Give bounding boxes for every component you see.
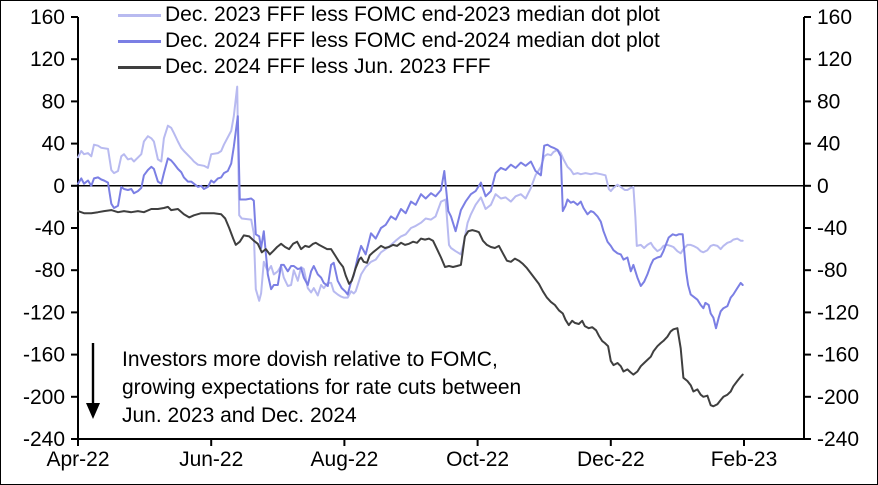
annotation-line: Jun. 2023 and Dec. 2024: [122, 404, 357, 427]
legend-line-swatch: [118, 39, 161, 43]
y-axis-tick-label-left: 160: [30, 6, 65, 29]
series-line-2: [77, 205, 744, 408]
y-axis-tick-label-right: 80: [817, 90, 840, 113]
legend-item: Dec. 2023 FFF less FOMC end-2023 median …: [118, 2, 660, 28]
annotation: Investors more dovish relative to FOMC, …: [122, 346, 521, 430]
series-line-0: [77, 85, 744, 302]
y-axis-tick-label-left: 120: [30, 48, 65, 71]
y-axis-tick-label-left: -160: [23, 344, 65, 367]
y-axis-tick-label-right: -120: [817, 301, 859, 324]
legend-label: Dec. 2023 FFF less FOMC end-2023 median …: [165, 3, 660, 26]
x-axis-tick-label: Feb-23: [711, 448, 778, 471]
x-axis-tick-label: Aug-22: [311, 448, 379, 471]
y-axis-tick-label-right: -80: [817, 259, 847, 282]
y-axis-tick-label-right: 0: [817, 175, 829, 198]
legend-line-swatch: [118, 65, 161, 69]
y-axis-tick-label-left: -120: [23, 301, 65, 324]
y-axis-tick-label-right: -40: [817, 217, 847, 240]
legend-item: Dec. 2024 FFF less FOMC end-2024 median …: [118, 28, 660, 54]
y-axis-tick-label-right: -160: [817, 344, 859, 367]
y-axis-tick-label-right: -240: [817, 428, 859, 451]
annotation-line: Investors more dovish relative to FOMC,: [122, 348, 498, 371]
y-axis-tick-label-right: 120: [817, 48, 852, 71]
legend-label: Dec. 2024 FFF less Jun. 2023 FFF: [165, 55, 491, 78]
legend-label: Dec. 2024 FFF less FOMC end-2024 median …: [165, 29, 660, 52]
x-axis-tick-label: Dec-22: [577, 448, 645, 471]
legend-item: Dec. 2024 FFF less Jun. 2023 FFF: [118, 54, 660, 80]
y-axis-tick-label-left: 0: [53, 175, 65, 198]
y-axis-tick-label-left: -240: [23, 428, 65, 451]
annotation-line: growing expectations for rate cuts betwe…: [122, 376, 522, 399]
y-axis-tick-label-right: -200: [817, 386, 859, 409]
y-axis-tick-label-right: 40: [817, 133, 840, 156]
x-axis-tick-label: Oct-22: [446, 448, 509, 471]
x-axis-tick-label: Apr-22: [46, 448, 109, 471]
chart-legend: Dec. 2023 FFF less FOMC end-2023 median …: [118, 2, 660, 80]
series-line-1: [77, 115, 744, 330]
y-axis-tick-label-left: -40: [35, 217, 65, 240]
y-axis-tick-label-right: 160: [817, 6, 852, 29]
legend-line-swatch: [118, 13, 161, 17]
y-axis-tick-label-left: 80: [42, 90, 65, 113]
y-axis-tick-label-left: -200: [23, 386, 65, 409]
y-axis-tick-label-left: -80: [35, 259, 65, 282]
down-arrow-head: [86, 403, 100, 419]
x-axis-tick-label: Jun-22: [179, 448, 243, 471]
y-axis-tick-label-left: 40: [42, 133, 65, 156]
